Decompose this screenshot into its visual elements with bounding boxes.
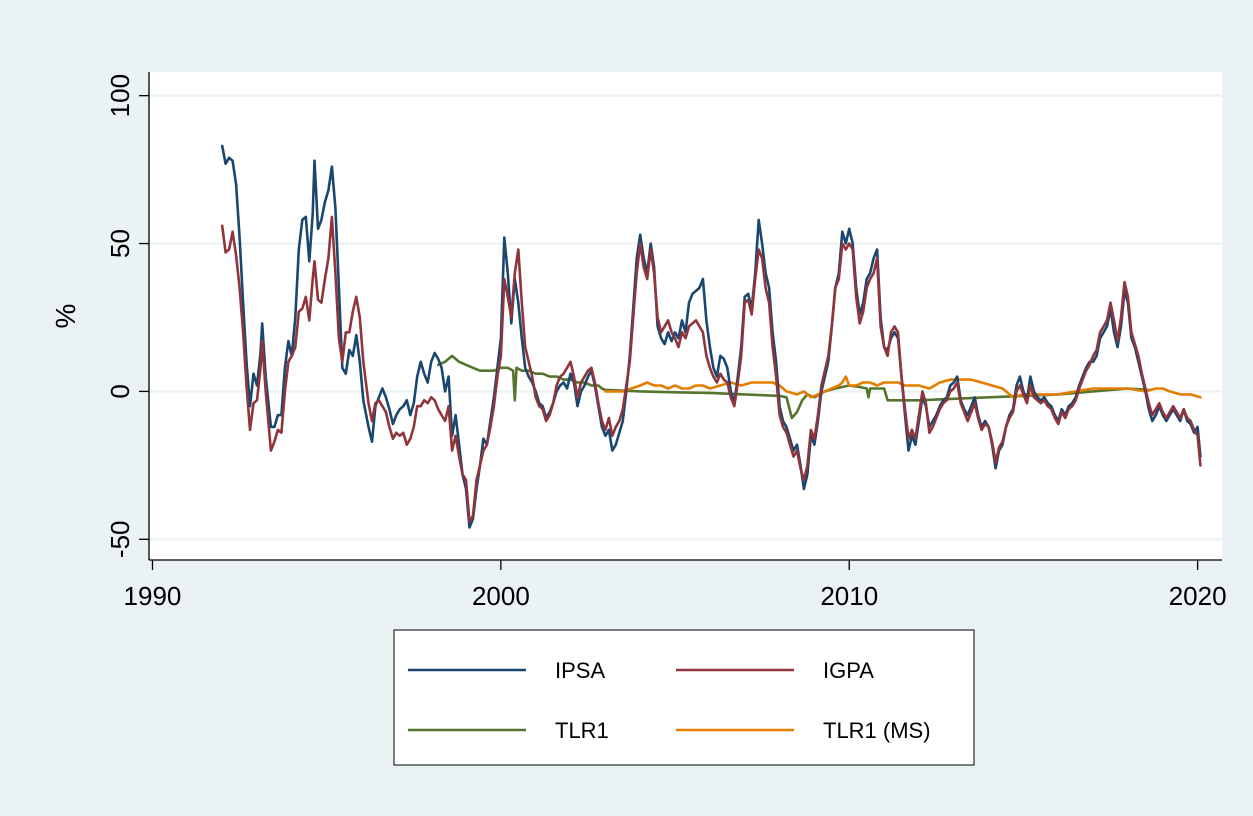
x-tick-label: 2020: [1169, 581, 1227, 611]
y-tick-label: 50: [105, 229, 135, 258]
series-line-igpa: [220, 215, 1202, 523]
axis-ticks: 100 50 0 -50 1990 2000 2010 2020: [105, 74, 1227, 611]
series-line-ipsa: [220, 144, 1202, 529]
x-tick-label: 2000: [472, 581, 530, 611]
x-tick-label: 1990: [124, 581, 182, 611]
y-tick-label: 100: [105, 74, 135, 117]
y-tick-label: -50: [105, 521, 135, 559]
legend-label-ipsa: IPSA: [555, 658, 605, 683]
y-axis-label: %: [50, 304, 81, 329]
series-line-tlr1-ms: [604, 375, 1202, 399]
legend-label-igpa: IGPA: [823, 658, 874, 683]
legend-label-tlr1-ms: TLR1 (MS): [823, 718, 931, 743]
legend: IPSA IGPA TLR1 TLR1 (MS): [393, 629, 975, 766]
x-tick-label: 2010: [820, 581, 878, 611]
y-tick-label: 0: [105, 384, 135, 398]
legend-label-tlr1: TLR1: [555, 718, 609, 743]
plot-area: [149, 72, 1222, 560]
legend-box: [393, 629, 975, 766]
series-layer: [220, 144, 1202, 529]
